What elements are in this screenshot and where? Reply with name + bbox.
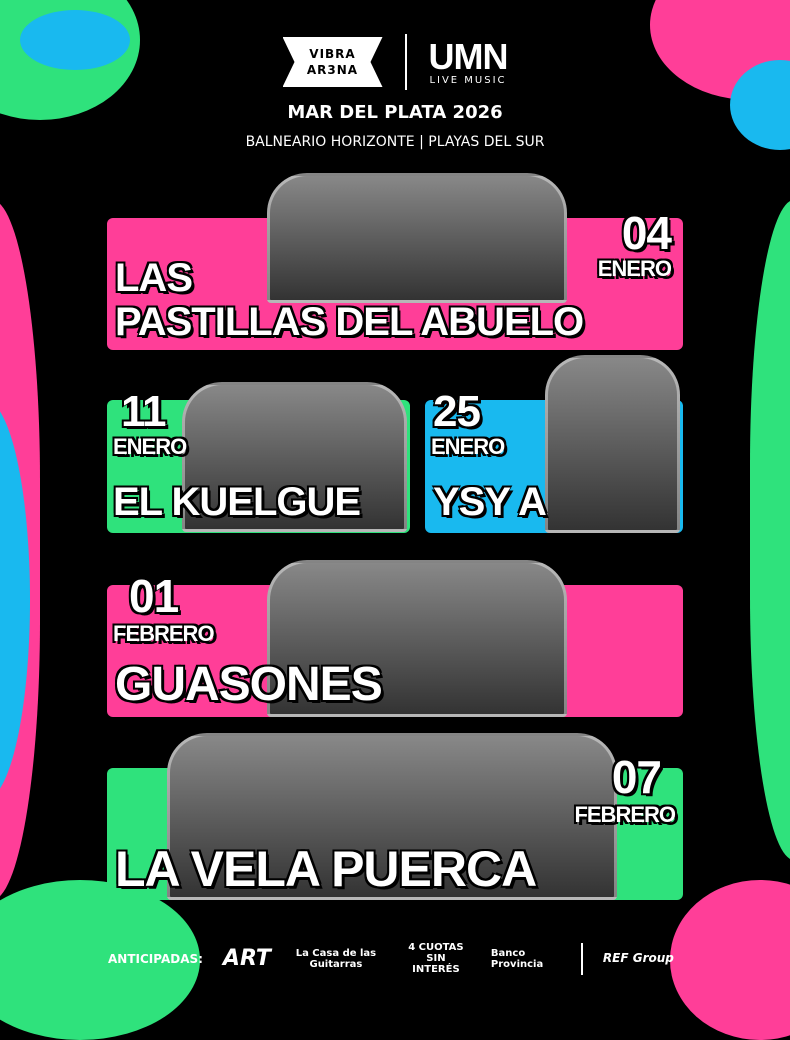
art-logo: ART: [222, 946, 271, 971]
show-card: 01 FEBRERO GUASONES: [107, 560, 683, 717]
divider: [580, 942, 583, 975]
show-month: ENERO: [597, 256, 672, 281]
show-month: FEBRERO: [574, 802, 676, 827]
venue: BALNEARIO HORIZONTE | PLAYAS DEL SUR: [245, 134, 545, 150]
vibra-arena-logo: VIBRA AR3NA: [282, 37, 383, 87]
artist-name: YSY A: [433, 480, 547, 524]
header-logos: VIBRA AR3NA UMN LIVE MUSIC: [0, 34, 790, 90]
show-card: 07 FEBRERO LA VELA PUERCA: [107, 733, 683, 900]
cuotas-text: 4 CUOTAS SIN INTERÉS: [408, 942, 464, 975]
show-month: FEBRERO: [113, 621, 215, 646]
show-card: 25 ENERO YSY A: [425, 355, 683, 533]
band-photo: [267, 560, 567, 717]
divider: [404, 34, 407, 90]
presale-label: ANTICIPADAS:: [108, 951, 203, 966]
show-day: 01: [129, 570, 179, 622]
show-month: ENERO: [113, 434, 187, 459]
show-day: 25: [433, 387, 481, 436]
event-title: MAR DEL PLATA 2026: [287, 102, 503, 123]
band-photo: [182, 382, 407, 532]
show-day: 11: [121, 387, 167, 436]
band-photo: [267, 173, 567, 303]
la-casa-de-las-guitarras-logo: La Casa de las Guitarras: [295, 947, 377, 970]
show-day: 04: [621, 207, 672, 259]
show-card: 11 ENERO EL KUELGUE: [107, 382, 410, 533]
artist-name: LAS: [115, 256, 193, 300]
show-day: 07: [611, 751, 662, 803]
umn-logo: UMN LIVE MUSIC: [428, 35, 509, 86]
footer-sponsors: ANTICIPADAS: ART La Casa de las Guitarra…: [108, 942, 674, 975]
artist-name: EL KUELGUE: [113, 480, 361, 524]
show-card: 04 ENERO LAS PASTILLAS DEL ABUELO: [107, 173, 683, 350]
artist-name: PASTILLAS DEL ABUELO: [115, 300, 584, 344]
artist-name: LA VELA PUERCA: [115, 841, 537, 897]
banco-provincia-logo: Banco Provincia: [490, 947, 544, 970]
artist-photo: [545, 355, 680, 533]
ref-group-logo: REF Group: [602, 951, 674, 965]
band-photo: [167, 733, 617, 900]
show-month: ENERO: [431, 434, 505, 459]
artist-name: GUASONES: [115, 658, 383, 711]
